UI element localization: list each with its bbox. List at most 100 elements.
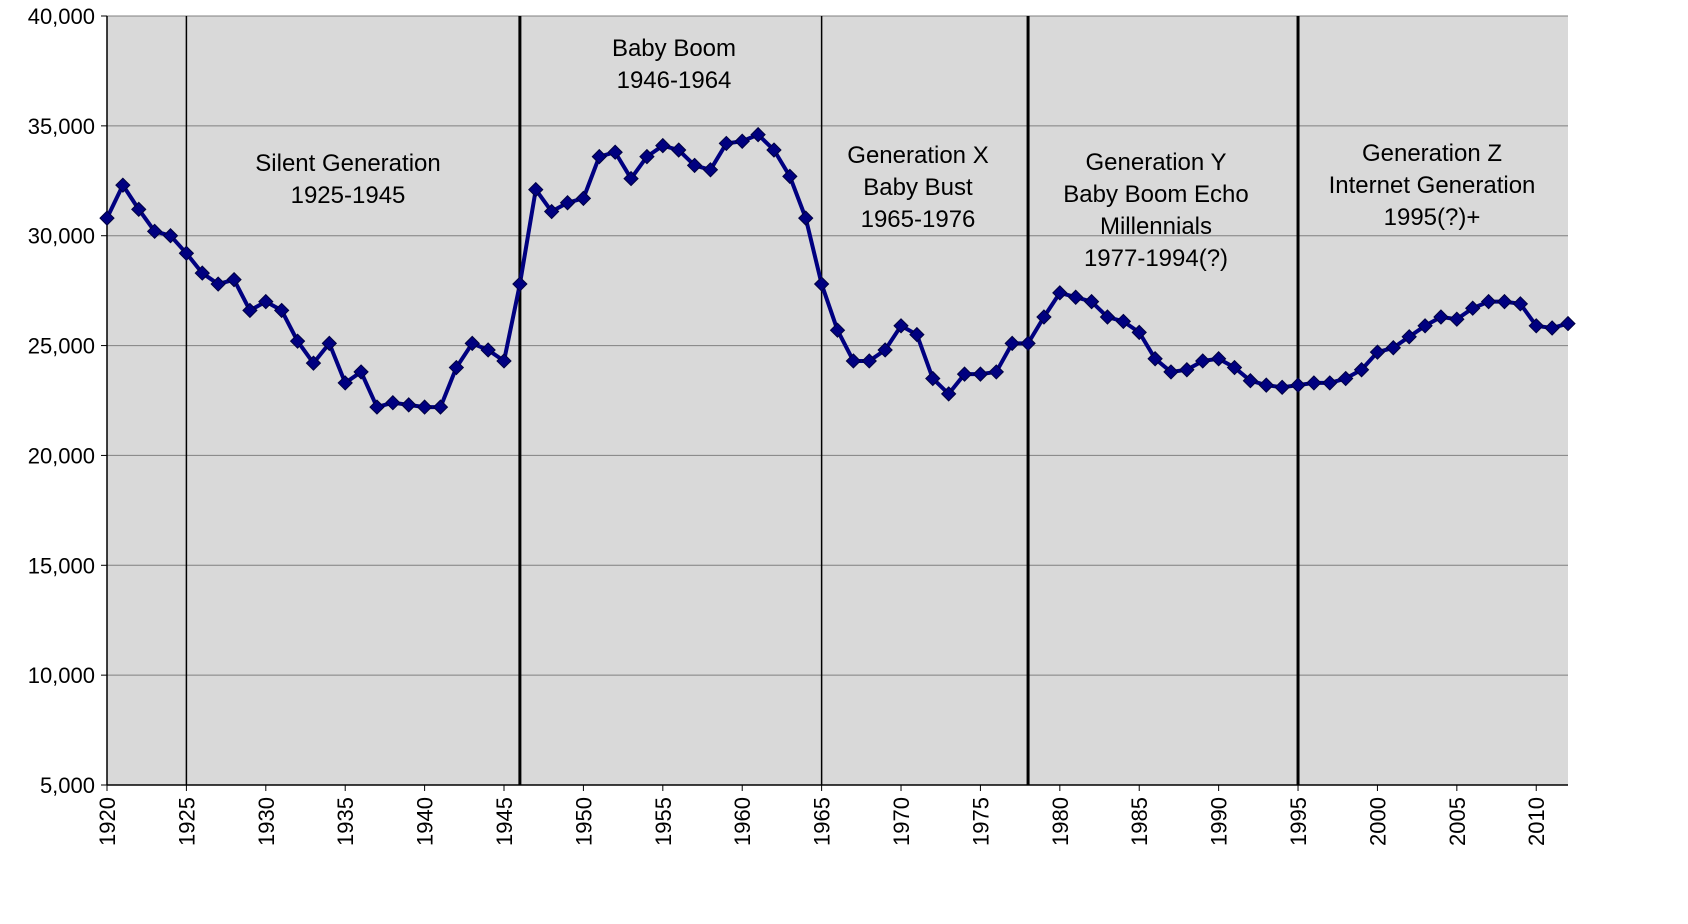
data-marker	[1131, 324, 1147, 341]
data-marker	[655, 137, 671, 154]
x-tick-label: 1990	[1207, 797, 1232, 846]
data-marker	[766, 142, 782, 158]
data-marker	[99, 210, 115, 226]
x-tick-label: 1935	[333, 797, 358, 846]
data-marker	[1226, 359, 1243, 376]
data-marker	[1433, 309, 1449, 325]
data-marker	[242, 302, 258, 319]
data-marker	[702, 162, 719, 178]
data-marker	[1242, 373, 1259, 389]
data-marker	[845, 353, 862, 369]
data-marker	[226, 271, 242, 288]
data-marker	[1449, 311, 1465, 327]
generation-label: 1977-1994(?)	[1084, 245, 1228, 272]
y-tick-label: 15,000	[28, 553, 95, 578]
data-marker	[432, 399, 449, 415]
generation-label: Millennials	[1100, 213, 1212, 240]
data-marker	[750, 126, 766, 143]
data-marker	[877, 342, 893, 358]
data-marker	[1306, 375, 1322, 391]
data-marker	[559, 195, 576, 211]
data-marker	[512, 276, 528, 292]
data-marker	[210, 276, 226, 292]
data-marker	[1163, 364, 1179, 380]
data-marker	[258, 293, 274, 310]
data-marker	[1369, 344, 1386, 360]
generation-label: Generation X	[847, 142, 988, 169]
data-marker	[131, 201, 147, 218]
data-marker	[1353, 362, 1370, 378]
x-tick-label: 1920	[95, 797, 120, 846]
data-marker	[162, 228, 179, 244]
data-marker	[639, 148, 655, 165]
y-tick-label: 25,000	[28, 334, 95, 359]
data-marker	[861, 353, 877, 369]
data-marker	[1465, 300, 1481, 316]
data-marker	[798, 210, 814, 226]
data-marker	[813, 276, 830, 292]
x-tick-label: 1960	[730, 797, 755, 846]
data-marker	[829, 322, 846, 338]
data-marker	[115, 177, 131, 193]
data-marker	[385, 394, 401, 411]
x-tick-label: 1975	[968, 797, 993, 846]
data-marker	[1322, 375, 1338, 391]
x-tick-label: 2000	[1365, 797, 1390, 846]
data-marker	[607, 144, 623, 160]
x-tick-label: 2005	[1445, 797, 1470, 846]
data-marker	[1004, 335, 1020, 352]
data-marker	[369, 399, 385, 415]
data-marker	[940, 386, 957, 402]
data-marker	[1480, 293, 1497, 310]
data-marker	[925, 370, 941, 387]
data-marker	[496, 353, 512, 369]
data-marker	[718, 135, 735, 152]
data-marker	[273, 302, 290, 319]
generation-label: Internet Generation	[1329, 172, 1536, 199]
generation-label: Generation Z	[1362, 140, 1502, 167]
data-marker	[1385, 340, 1402, 356]
data-marker	[448, 359, 465, 376]
data-marker	[528, 181, 544, 198]
data-marker	[1417, 318, 1433, 334]
x-tick-label: 1980	[1048, 797, 1073, 846]
data-marker	[1512, 296, 1529, 312]
data-marker	[289, 333, 306, 349]
y-tick-label: 30,000	[28, 224, 95, 249]
data-marker	[575, 190, 592, 207]
data-marker	[305, 355, 322, 371]
data-marker	[1099, 309, 1116, 325]
x-tick-label: 2010	[1524, 797, 1549, 846]
data-marker	[543, 203, 560, 220]
y-tick-label: 10,000	[28, 663, 95, 688]
x-tick-label: 1955	[651, 797, 676, 846]
plot-area	[107, 16, 1568, 785]
x-tick-label: 1995	[1286, 797, 1311, 846]
data-marker	[1290, 377, 1306, 393]
data-marker	[956, 366, 973, 382]
data-marker	[1528, 318, 1544, 334]
generation-label: 1995(?)+	[1384, 204, 1481, 231]
data-marker	[1067, 289, 1084, 305]
x-tick-label: 1945	[492, 797, 517, 846]
data-marker	[146, 223, 163, 240]
data-marker	[670, 142, 687, 158]
y-tick-label: 5,000	[40, 773, 95, 798]
data-marker	[1496, 293, 1513, 310]
generation-label: Baby Boom Echo	[1063, 181, 1248, 208]
x-tick-label: 1965	[810, 797, 835, 846]
generation-label: Silent Generation	[255, 150, 440, 177]
data-marker	[909, 326, 925, 343]
data-marker	[1179, 362, 1195, 378]
data-marker	[1274, 379, 1290, 396]
data-marker	[416, 399, 433, 415]
data-marker	[464, 335, 480, 352]
data-marker	[480, 342, 496, 358]
y-tick-label: 40,000	[28, 4, 95, 29]
data-marker	[1195, 353, 1211, 369]
data-marker	[353, 364, 369, 380]
data-marker	[972, 366, 989, 382]
generation-label: Baby Boom	[612, 35, 736, 62]
generation-label: 1946-1964	[617, 67, 732, 94]
